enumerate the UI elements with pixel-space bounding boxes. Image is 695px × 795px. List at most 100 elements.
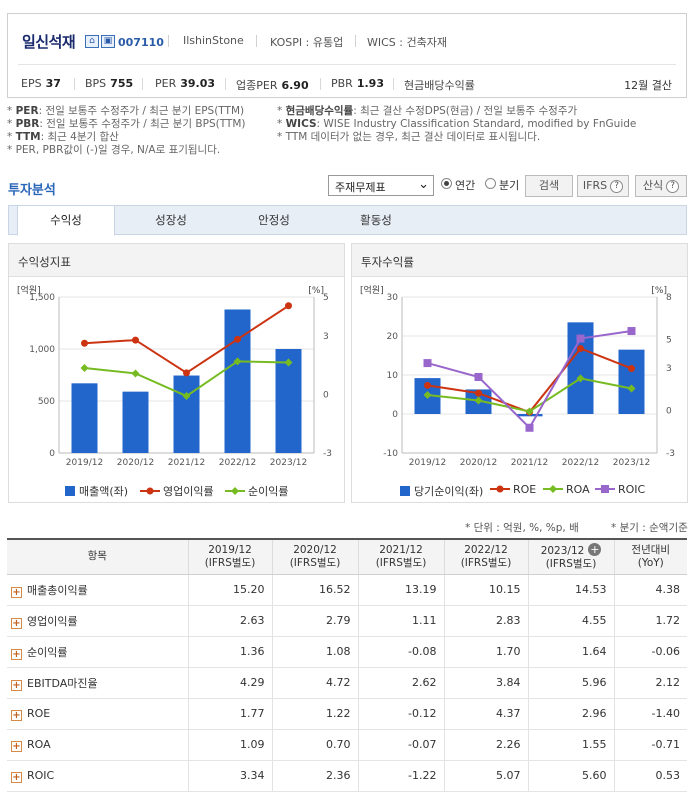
value-cell: 16.52 <box>271 574 358 606</box>
x-tick-label: 2022/12 <box>562 458 599 468</box>
value-cell: 1.77 <box>187 698 272 730</box>
value-cell: -0.71 <box>613 729 687 761</box>
row-label-cell[interactable]: + 순이익률 <box>7 636 188 668</box>
quarter-radio[interactable] <box>485 178 496 189</box>
legend-net-margin[interactable]: 순이익률 <box>225 483 288 499</box>
value-cell: 1.11 <box>357 605 444 637</box>
axis-unit-left: [억원] <box>360 284 384 296</box>
note-item: * 현금배당수익률: 최근 결산 수정DPS(현금) / 전일 보통주 수정주가 <box>277 105 578 117</box>
row-label-cell[interactable]: + ROE <box>7 698 188 730</box>
note-item: * TTM 데이터가 없는 경우, 최근 결산 데이터로 표시됩니다. <box>277 131 541 143</box>
line-swatch <box>140 487 160 495</box>
value-cell: 0.53 <box>613 760 687 792</box>
row-label-cell[interactable]: + 영업이익률 <box>7 605 188 637</box>
value-cell: -1.40 <box>613 698 687 730</box>
search-button[interactable]: 검색 <box>525 175 573 197</box>
bar <box>618 349 645 414</box>
value-cell: 1.72 <box>613 605 687 637</box>
series-point <box>475 389 482 397</box>
tab-profitability[interactable]: 수익성 <box>17 205 115 236</box>
x-tick-label: 2023/12 <box>270 458 307 468</box>
value-cell: 1.70 <box>443 636 528 668</box>
quarter-radio-label[interactable]: 분기 <box>499 179 520 192</box>
wics-info: WICS : 건축자재 <box>367 36 447 49</box>
line-swatch <box>490 485 510 493</box>
tab-activity[interactable]: 활동성 <box>360 213 392 227</box>
value-cell: 5.60 <box>527 760 614 792</box>
row-label-cell[interactable]: + EBITDA마진율 <box>7 667 188 699</box>
note-item: * PBR: 전일 보통주 수정주가 / 최근 분기 BPS(TTM) <box>7 118 246 130</box>
value-cell: 15.20 <box>187 574 272 606</box>
statement-type-select[interactable]: 주재무제표 ⌄ <box>328 175 434 196</box>
row-label-cell[interactable]: + ROA <box>7 729 188 761</box>
series-point <box>628 364 635 372</box>
x-tick-label: 2023/12 <box>613 458 650 468</box>
legend-roa[interactable]: ROA <box>543 483 590 496</box>
expand-row-icon[interactable]: + <box>11 740 22 752</box>
building-icon[interactable]: ▣ <box>101 35 115 48</box>
x-tick-label: 2021/12 <box>168 458 205 468</box>
expand-row-icon[interactable]: + <box>11 586 22 598</box>
bar <box>224 309 251 453</box>
company-name: 일신석재 <box>22 33 76 51</box>
y-right-tick-label: 3 <box>666 364 672 374</box>
series-point <box>284 358 293 367</box>
legend-roic[interactable]: ROIC <box>595 483 645 496</box>
x-tick-label: 2019/12 <box>66 458 103 468</box>
value-cell: 2.96 <box>527 698 614 730</box>
legend-roe[interactable]: ROE <box>490 483 536 496</box>
bar <box>71 383 98 453</box>
stock-code: 007110 <box>118 36 164 49</box>
row-label: 매출총이익률 <box>27 583 88 597</box>
value-cell: -1.22 <box>357 760 444 792</box>
series-point <box>577 344 584 352</box>
row-label-cell[interactable]: + 매출총이익률 <box>7 574 188 606</box>
metric-bps: BPS 755 <box>85 77 134 90</box>
tab-growth[interactable]: 성장성 <box>155 213 187 227</box>
expand-row-icon[interactable]: + <box>11 709 22 721</box>
series-point <box>285 302 292 310</box>
header-year: 2020/12 (IFRS별도) <box>271 538 358 575</box>
series-point <box>525 423 534 432</box>
y-left-tick-label: -10 <box>383 449 398 459</box>
y-right-tick-label: -3 <box>666 449 675 459</box>
legend-net-income[interactable]: 당기순이익(좌) <box>400 483 483 499</box>
row-label: 순이익률 <box>27 645 68 659</box>
tab-stability[interactable]: 안정성 <box>258 213 290 227</box>
section-title: 투자분석 <box>8 183 56 198</box>
bar-swatch <box>400 486 410 496</box>
axis-unit-right: [%] <box>651 286 667 296</box>
annual-radio[interactable] <box>441 178 452 189</box>
series-point <box>81 339 88 347</box>
profitability-chart-panel: 수익성지표 [억원] [%] 0 500 1,000 1,500 -3 0 3 5 2019/12 2… <box>8 243 345 503</box>
row-label: ROE <box>27 706 51 720</box>
expand-row-icon[interactable]: + <box>11 617 22 629</box>
value-cell: 5.96 <box>527 667 614 699</box>
table-row: + 매출총이익률 15.20 16.52 13.19 10.15 14.53 4.38 <box>7 574 687 606</box>
expand-columns-icon[interactable]: + <box>588 542 602 556</box>
metric-industry-per: 업종PER 6.90 <box>236 79 309 92</box>
expand-row-icon[interactable]: + <box>11 679 22 691</box>
note-item: * PER: 전일 보통주 수정주가 / 최근 분기 EPS(TTM) <box>7 105 245 117</box>
annual-radio-label[interactable]: 연간 <box>455 179 476 192</box>
legend-sales[interactable]: 매출액(좌) <box>65 483 128 499</box>
ifrs-help-button[interactable]: IFRS? <box>577 175 629 197</box>
expand-row-icon[interactable]: + <box>11 648 22 660</box>
divider <box>320 78 321 90</box>
x-tick-label: 2019/12 <box>409 458 446 468</box>
row-label: EBITDA마진율 <box>27 676 98 690</box>
value-cell: -0.06 <box>613 636 687 668</box>
expand-row-icon[interactable]: + <box>11 771 22 783</box>
note-item: * WICS: WISE Industry Classification Sta… <box>277 118 637 130</box>
table-row: + ROA 1.09 0.70 -0.07 2.26 1.55 -0.71 <box>7 729 687 761</box>
series-point <box>233 357 242 366</box>
y-right-tick-label: 8 <box>666 293 672 303</box>
series-point <box>424 381 431 389</box>
row-label: ROIC <box>27 768 55 782</box>
header-divider <box>18 64 676 65</box>
header-year: 2022/12 (IFRS별도) <box>443 538 528 575</box>
home-icon[interactable]: ⌂ <box>85 35 99 48</box>
formula-help-button[interactable]: 산식? <box>635 175 687 197</box>
row-label-cell[interactable]: + ROIC <box>7 760 188 792</box>
legend-operating-margin[interactable]: 영업이익률 <box>140 483 214 499</box>
